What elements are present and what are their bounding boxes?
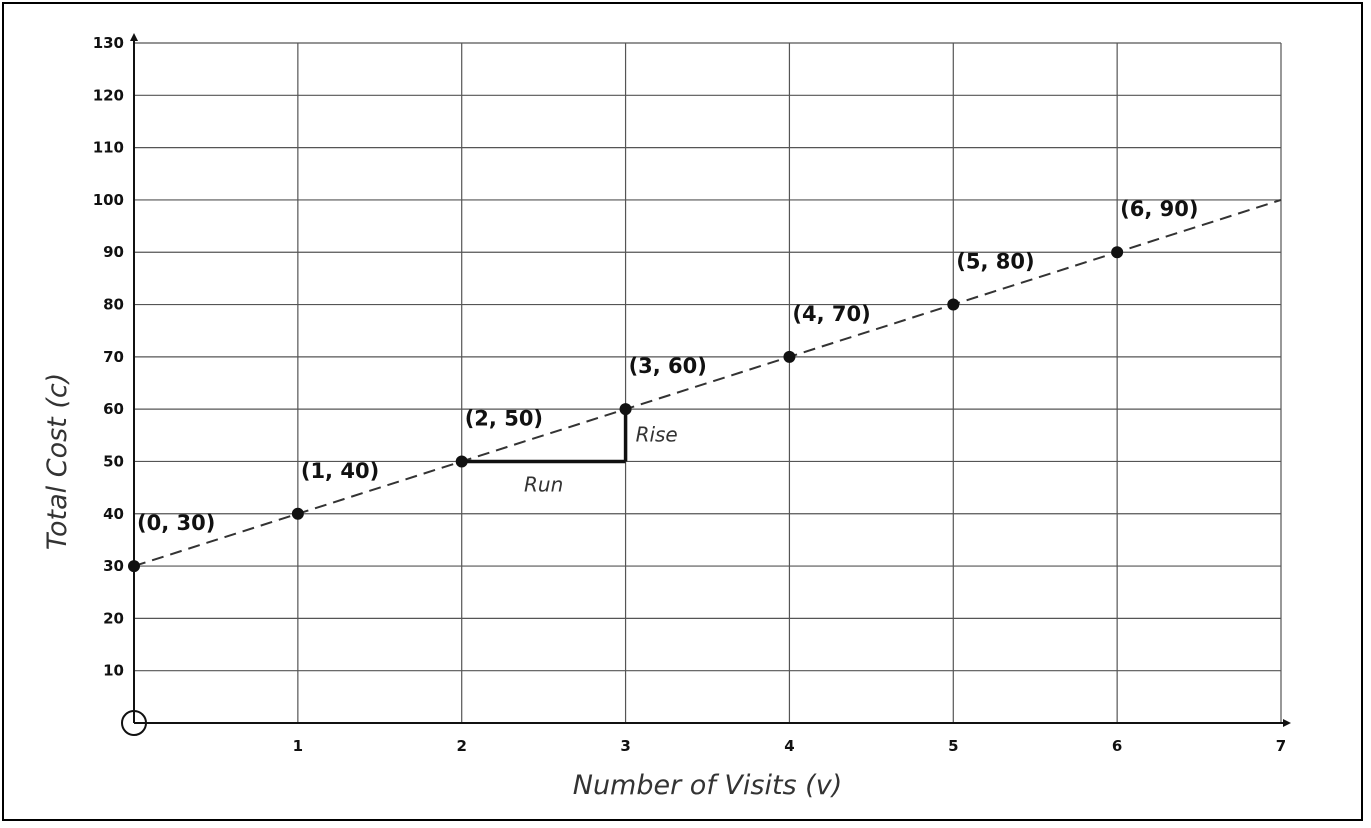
data-point-label: (2, 50)	[465, 406, 543, 430]
data-point-label: (1, 40)	[301, 459, 379, 483]
y-tick-label: 80	[103, 296, 124, 314]
trend-line	[133, 198, 1282, 568]
data-point	[128, 560, 140, 573]
x-tick-label: 5	[948, 737, 958, 755]
x-tick-label: 4	[784, 737, 794, 755]
y-tick-label: 70	[103, 348, 124, 366]
x-tick-label: 3	[620, 737, 630, 755]
data-point-label: (0, 30)	[137, 511, 215, 535]
data-point	[783, 350, 796, 363]
chart: 1 2 3 4 5 6 7 10 20 30 40 50 60 70 80 90 100 110 120 130 Num…	[42, 33, 1291, 801]
x-axis-title: Number of Visits (v)	[573, 770, 842, 801]
x-tick-label: 1	[293, 737, 303, 755]
y-tick-label: 40	[103, 505, 124, 523]
y-tick-label: 90	[103, 243, 124, 261]
y-tick-label: 10	[103, 662, 124, 680]
y-tick-label: 60	[103, 400, 124, 418]
y-tick-label: 120	[93, 86, 124, 104]
x-tick-label: 6	[1112, 737, 1122, 755]
run-label: Run	[524, 472, 563, 496]
y-tick-label: 30	[103, 557, 124, 575]
y-axis-arrow-icon	[130, 33, 138, 41]
data-point	[947, 298, 960, 311]
data-point	[291, 507, 304, 520]
x-axis-arrow-icon	[1283, 719, 1291, 727]
data-point	[455, 455, 468, 468]
y-tick-label: 130	[93, 34, 124, 52]
x-tick-label: 7	[1276, 737, 1286, 755]
y-axis-title: Total Cost (c)	[42, 373, 73, 550]
y-tick-label: 50	[103, 452, 124, 470]
data-point-label: (6, 90)	[1120, 197, 1198, 221]
y-tick-label: 20	[103, 609, 124, 627]
data-point	[1111, 246, 1124, 259]
y-tick-label: 110	[93, 139, 124, 157]
data-point-label: (3, 60)	[629, 354, 707, 378]
y-tick-label: 100	[93, 191, 124, 209]
origin-circle-icon	[121, 710, 147, 736]
x-tick-label: 2	[456, 737, 466, 755]
data-point-label: (4, 70)	[792, 302, 870, 326]
data-point	[619, 403, 632, 416]
data-point-label: (5, 80)	[956, 250, 1034, 274]
rise-label: Rise	[636, 422, 678, 446]
